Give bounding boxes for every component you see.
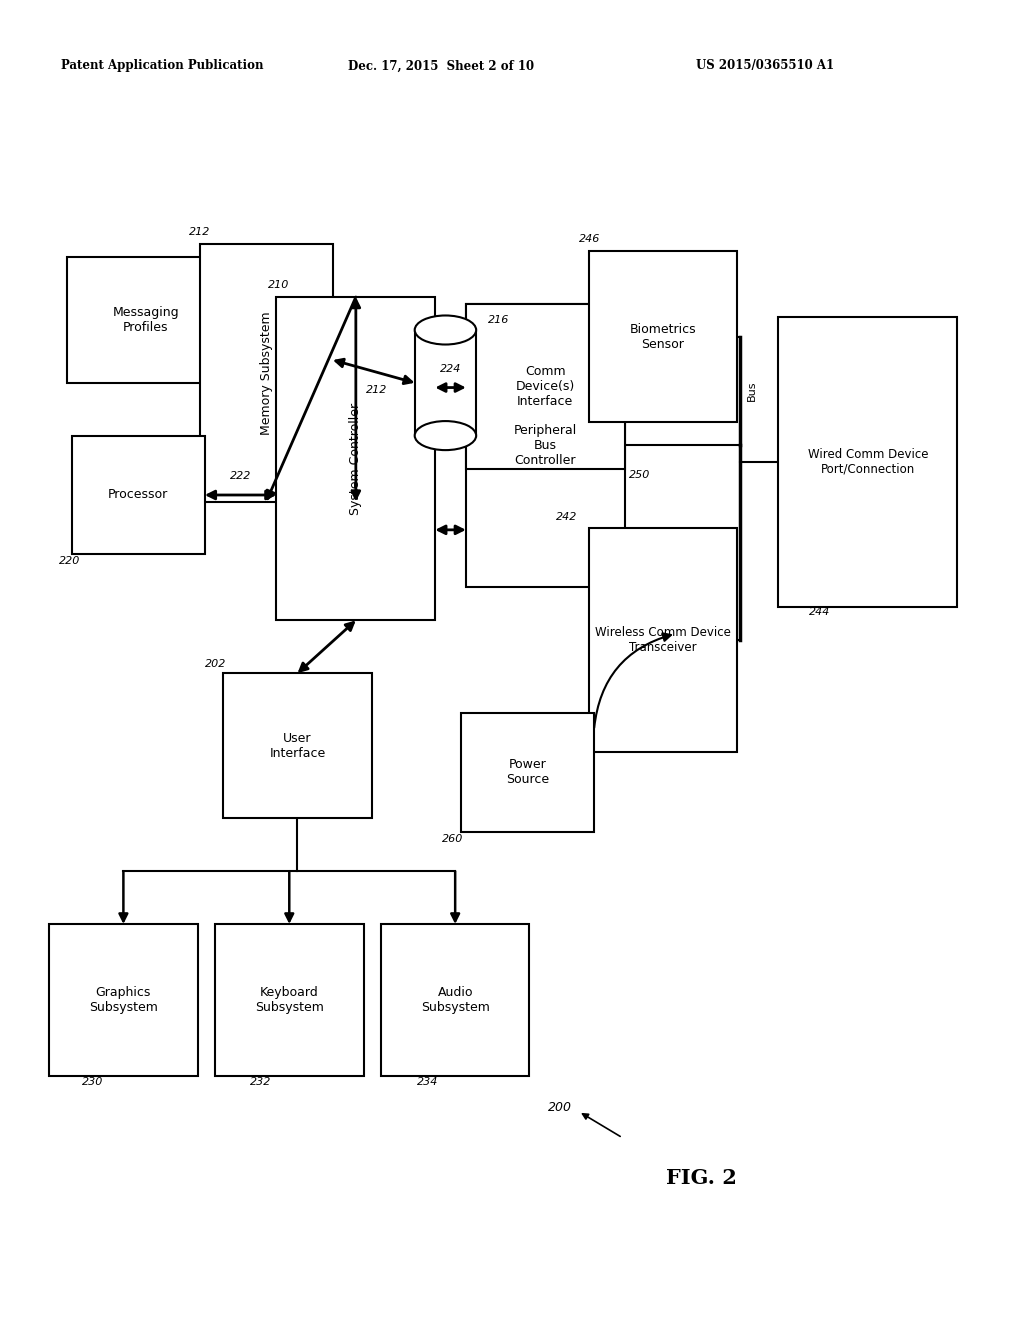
Bar [49,924,198,1076]
Text: 246: 246 [579,234,600,244]
Text: 242: 242 [556,512,578,523]
Text: Peripheral
Bus
Controller: Peripheral Bus Controller [514,424,577,467]
Bar [72,436,205,554]
Text: Wireless Comm Device
Transceiver: Wireless Comm Device Transceiver [595,626,731,655]
Text: 250: 250 [629,470,650,480]
Bar [200,244,333,502]
Text: 212: 212 [367,384,387,395]
Text: Bus: Bus [746,380,757,401]
Text: 224: 224 [440,364,461,374]
Text: 216: 216 [488,315,510,326]
Text: Patent Application Publication: Patent Application Publication [61,59,264,73]
Bar [381,924,529,1076]
Text: 260: 260 [442,834,464,845]
Text: Power
Source: Power Source [506,758,549,787]
Text: Memory Subsystem: Memory Subsystem [260,312,272,434]
FancyArrowPatch shape [594,634,671,727]
Text: US 2015/0365510 A1: US 2015/0365510 A1 [696,59,835,73]
Text: 222: 222 [230,471,251,482]
Text: 232: 232 [250,1077,271,1088]
Text: 210: 210 [268,280,290,290]
Text: 234: 234 [417,1077,438,1088]
Bar [415,330,476,436]
Text: Dec. 17, 2015  Sheet 2 of 10: Dec. 17, 2015 Sheet 2 of 10 [348,59,535,73]
Bar [589,528,737,752]
Bar [589,251,737,422]
Text: 230: 230 [82,1077,103,1088]
Bar [67,257,225,383]
Text: User
Interface: User Interface [269,731,326,760]
Bar [215,924,364,1076]
Text: 220: 220 [59,556,81,566]
Text: 212: 212 [189,227,211,238]
Text: 240: 240 [629,578,650,589]
Text: 200: 200 [548,1101,571,1114]
Bar [466,304,625,587]
Bar [466,304,625,469]
Bar [778,317,957,607]
Text: Processor: Processor [109,488,168,502]
Ellipse shape [415,315,476,345]
Bar [223,673,372,818]
Text: 244: 244 [809,607,830,618]
Text: Keyboard
Subsystem: Keyboard Subsystem [255,986,324,1014]
Text: 214: 214 [230,243,252,253]
Bar [276,297,435,620]
Text: Wired Comm Device
Port/Connection: Wired Comm Device Port/Connection [808,447,928,477]
Text: Audio
Subsystem: Audio Subsystem [421,986,489,1014]
Bar [461,713,594,832]
Text: FIG. 2: FIG. 2 [666,1168,736,1188]
Text: Comm
Device(s)
Interface: Comm Device(s) Interface [516,364,574,408]
Text: 202: 202 [205,659,226,669]
Text: System Controller: System Controller [349,403,362,515]
Ellipse shape [415,421,476,450]
Text: Graphics
Subsystem: Graphics Subsystem [89,986,158,1014]
Text: Messaging
Profiles: Messaging Profiles [113,306,179,334]
Text: Biometrics
Sensor: Biometrics Sensor [630,322,696,351]
